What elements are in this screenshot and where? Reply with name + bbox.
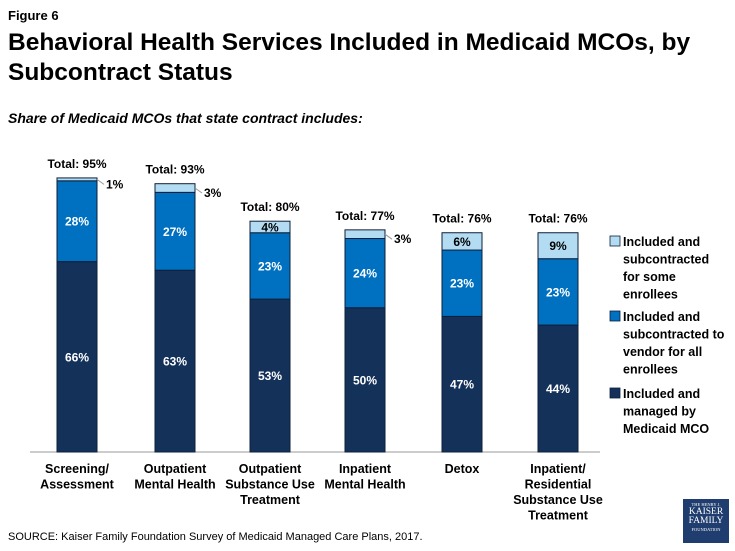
- legend-label: for some: [623, 270, 676, 284]
- data-label: 63%: [163, 355, 187, 369]
- figure-label: Figure 6: [8, 8, 59, 23]
- total-label: Total: 77%: [335, 209, 394, 223]
- category-label: Substance Use: [225, 478, 315, 492]
- legend-swatch: [609, 235, 621, 247]
- category-label: Detox: [445, 462, 480, 476]
- data-label: 3%: [204, 186, 222, 200]
- bar-segment: [56, 180, 98, 263]
- data-label: 27%: [163, 225, 187, 239]
- legend-label: Included and: [623, 310, 700, 324]
- category-label: Residential: [525, 478, 592, 492]
- data-label: 28%: [65, 215, 89, 229]
- bar-segment: [56, 177, 98, 182]
- legend-swatch: [609, 387, 621, 399]
- data-label: 23%: [258, 259, 282, 273]
- leader-line: [96, 178, 105, 185]
- category-label: Inpatient/: [530, 462, 586, 476]
- chart-title: Behavioral Health Services Included in M…: [8, 29, 691, 86]
- bar-segment: [249, 220, 291, 234]
- data-label: 9%: [549, 239, 567, 253]
- category-label: Screening/: [45, 462, 109, 476]
- bar-segment: [56, 261, 98, 453]
- data-label: 1%: [106, 177, 124, 191]
- data-label: 23%: [546, 285, 570, 299]
- category-label: Treatment: [528, 509, 589, 523]
- data-label: 24%: [353, 267, 377, 281]
- bar-segment: [537, 232, 579, 260]
- bar-segment: [154, 191, 196, 271]
- bar-segment: [154, 183, 196, 193]
- bar-segment: [344, 307, 386, 453]
- category-label: Treatment: [240, 493, 301, 507]
- data-label: 3%: [394, 232, 412, 246]
- category-label: Mental Health: [324, 478, 405, 492]
- category-label: Substance Use: [513, 493, 603, 507]
- category-label: Assessment: [40, 478, 114, 492]
- total-label: Total: 76%: [528, 212, 587, 226]
- bar-segment: [537, 324, 579, 453]
- total-label: Total: 80%: [240, 200, 299, 214]
- bar-segment: [441, 232, 483, 251]
- bar-segment: [344, 229, 386, 240]
- legend-swatch: [609, 310, 621, 322]
- legend-label: managed by: [623, 405, 696, 419]
- data-label: 47%: [450, 378, 474, 392]
- legend-label: subcontracted to: [623, 328, 725, 342]
- data-label: 50%: [353, 373, 377, 387]
- legend-label: enrollees: [623, 288, 678, 302]
- legend-label: Medicaid MCO: [623, 422, 709, 436]
- legend-label: enrollees: [623, 363, 678, 377]
- chart-subtitle: Share of Medicaid MCOs that state contra…: [8, 110, 363, 126]
- data-label: 44%: [546, 382, 570, 396]
- data-label: 4%: [261, 220, 279, 234]
- kff-logo: THE HENRY J. KAISER FAMILY FOUNDATION: [683, 499, 729, 543]
- total-label: Total: 95%: [47, 157, 106, 171]
- data-label: 66%: [65, 350, 89, 364]
- category-label: Inpatient: [339, 462, 392, 476]
- total-label: Total: 76%: [432, 212, 491, 226]
- data-label: 23%: [450, 277, 474, 291]
- legend-label: Included and: [623, 387, 700, 401]
- data-label: 53%: [258, 369, 282, 383]
- leader-line: [384, 233, 393, 240]
- category-label: Outpatient: [144, 462, 207, 476]
- total-label: Total: 93%: [145, 163, 204, 177]
- category-label: Mental Health: [134, 478, 215, 492]
- source-note: SOURCE: Kaiser Family Foundation Survey …: [8, 531, 423, 543]
- leader-line: [194, 187, 203, 194]
- legend-label: Included and: [623, 235, 700, 249]
- bar-segment: [537, 258, 579, 326]
- data-label: 6%: [453, 235, 471, 249]
- bar-segment: [249, 232, 291, 300]
- bar-segment: [249, 298, 291, 453]
- category-label: Outpatient: [239, 462, 302, 476]
- bar-segment: [441, 249, 483, 317]
- legend-label: subcontracted: [623, 253, 709, 267]
- legend-label: vendor for all: [623, 345, 702, 359]
- bar-segment: [344, 238, 386, 309]
